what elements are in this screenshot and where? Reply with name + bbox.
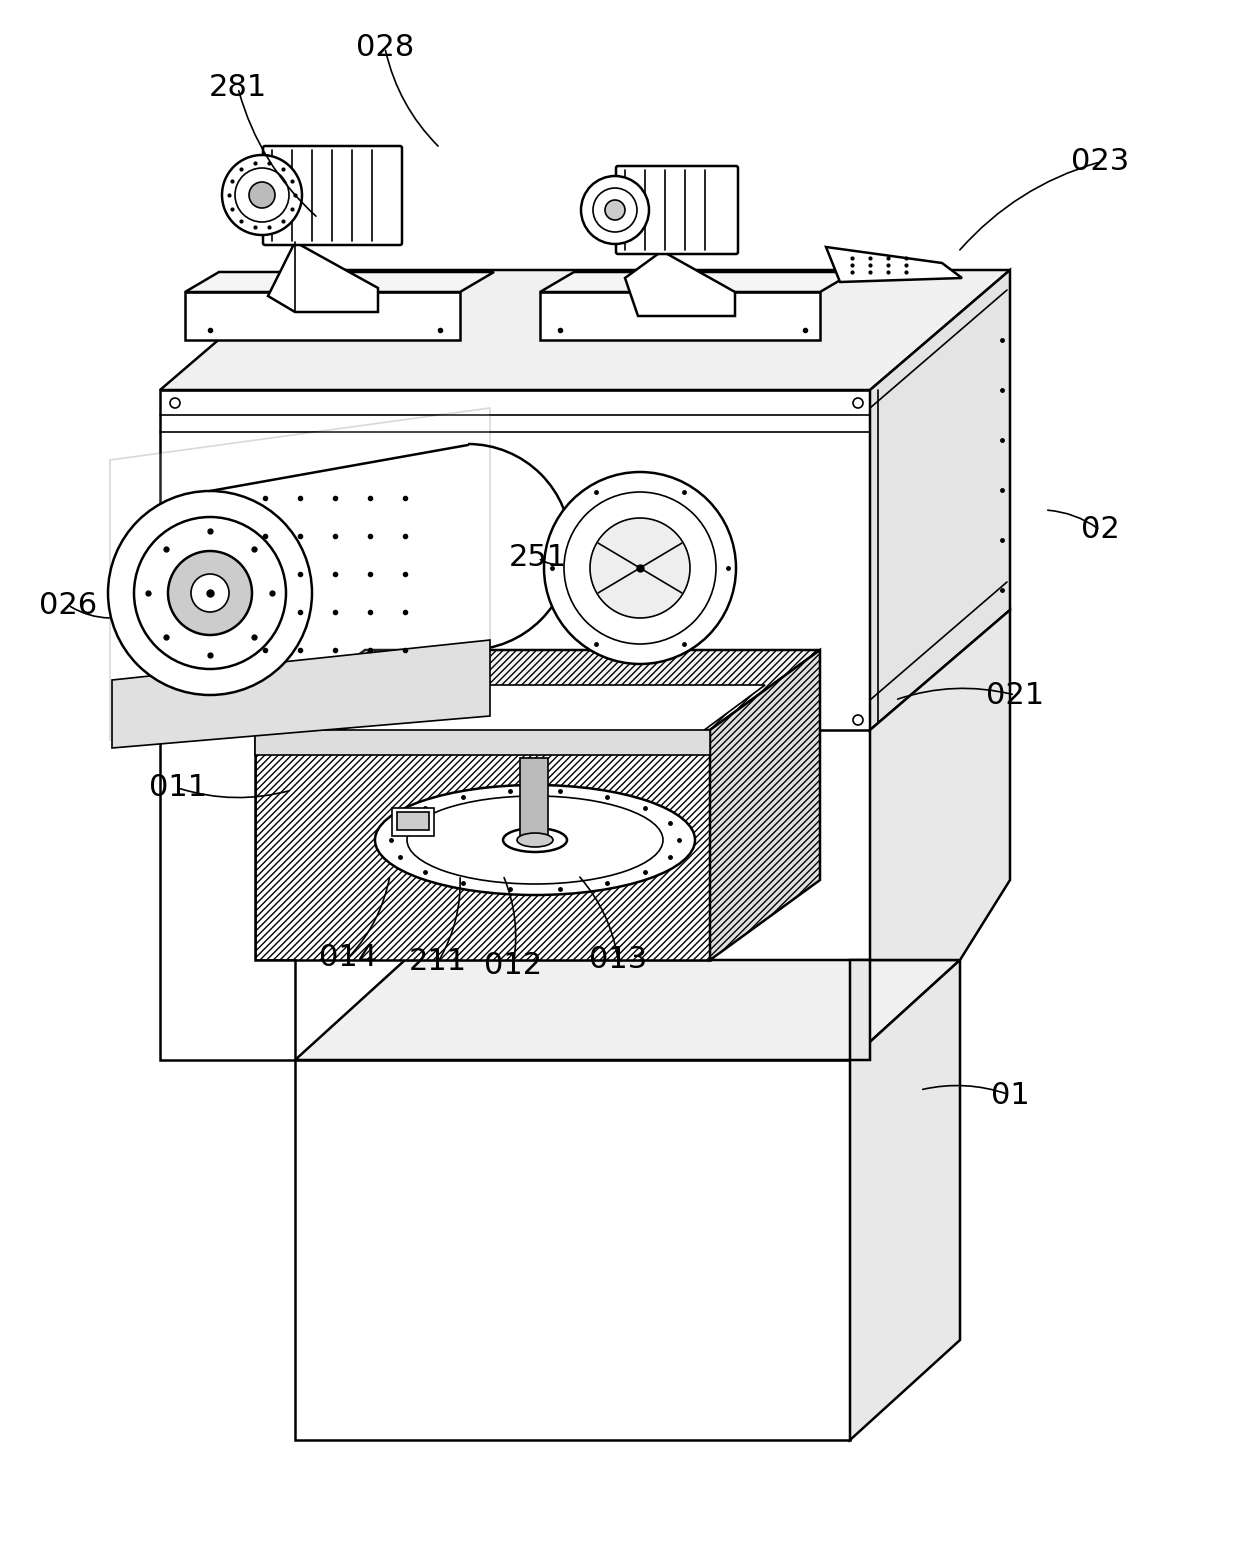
Polygon shape: [320, 684, 765, 749]
Ellipse shape: [249, 182, 275, 208]
Ellipse shape: [170, 716, 180, 725]
Ellipse shape: [222, 155, 303, 235]
Polygon shape: [185, 272, 494, 291]
FancyBboxPatch shape: [616, 166, 738, 254]
Polygon shape: [870, 269, 1011, 730]
Polygon shape: [255, 730, 711, 755]
Ellipse shape: [170, 398, 180, 409]
Polygon shape: [112, 640, 490, 749]
Ellipse shape: [853, 398, 863, 409]
Polygon shape: [539, 272, 854, 291]
Polygon shape: [160, 269, 1011, 390]
Polygon shape: [255, 650, 820, 730]
Polygon shape: [160, 390, 870, 730]
Polygon shape: [295, 1060, 849, 1441]
Polygon shape: [160, 730, 295, 1060]
Text: 02: 02: [1080, 515, 1120, 545]
Polygon shape: [295, 960, 960, 1060]
Bar: [397, 813, 429, 830]
Text: 011: 011: [149, 774, 207, 802]
Ellipse shape: [407, 796, 663, 883]
Polygon shape: [711, 650, 820, 960]
Ellipse shape: [108, 492, 312, 695]
Ellipse shape: [582, 175, 649, 244]
Ellipse shape: [853, 716, 863, 725]
Text: 012: 012: [484, 952, 542, 980]
FancyBboxPatch shape: [263, 146, 402, 244]
Text: 026: 026: [38, 590, 97, 620]
Polygon shape: [255, 730, 711, 960]
Ellipse shape: [134, 517, 286, 669]
Text: 014: 014: [319, 943, 377, 972]
Ellipse shape: [517, 833, 553, 847]
Ellipse shape: [167, 551, 252, 634]
Polygon shape: [849, 960, 960, 1441]
Text: 021: 021: [986, 681, 1044, 709]
Ellipse shape: [191, 575, 229, 612]
Ellipse shape: [593, 188, 637, 232]
Polygon shape: [849, 611, 1011, 1060]
Polygon shape: [539, 291, 820, 340]
Text: 023: 023: [1071, 147, 1130, 177]
Bar: [392, 808, 434, 836]
Polygon shape: [826, 247, 962, 282]
Polygon shape: [268, 243, 378, 312]
Polygon shape: [625, 251, 735, 316]
Ellipse shape: [374, 785, 694, 896]
Text: 251: 251: [508, 543, 567, 573]
Polygon shape: [185, 291, 460, 340]
Text: 211: 211: [409, 947, 467, 977]
Text: 01: 01: [991, 1081, 1029, 1109]
Text: 028: 028: [356, 33, 414, 63]
Ellipse shape: [590, 518, 689, 619]
Bar: [520, 758, 548, 836]
Ellipse shape: [236, 168, 289, 222]
Ellipse shape: [503, 828, 567, 852]
Text: 013: 013: [589, 946, 647, 974]
Ellipse shape: [605, 200, 625, 219]
Ellipse shape: [544, 471, 737, 664]
Polygon shape: [110, 409, 490, 741]
Text: 281: 281: [208, 74, 267, 102]
Ellipse shape: [564, 492, 715, 644]
